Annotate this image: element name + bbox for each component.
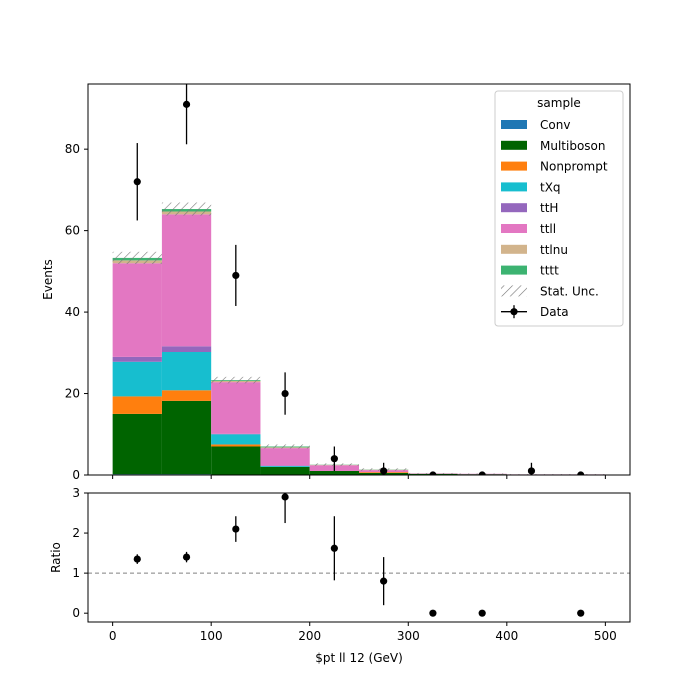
legend-label-tttt: tttt <box>540 264 559 278</box>
y-tick-label: 40 <box>65 305 80 319</box>
bar-ttll <box>161 214 212 347</box>
legend-label-ttll: ttll <box>540 222 556 236</box>
main-plot: 0 20 40 60 80 Events sample Conv Multiboson Nonpr… <box>41 83 631 482</box>
ratio-plot-body <box>88 493 630 617</box>
y-tick-label: 0 <box>72 468 80 482</box>
ratio-x-tick-label: 500 <box>594 629 617 643</box>
ratio-point <box>380 577 388 585</box>
bar-txq <box>211 434 261 445</box>
y-axis-label: Events <box>41 259 55 300</box>
bar-txq <box>260 466 310 467</box>
stat-unc-band <box>161 202 212 216</box>
bar-ttll <box>260 448 310 466</box>
ratio-point <box>429 609 437 617</box>
main-axes-frame <box>87 83 631 476</box>
bar-nonprompt <box>112 396 162 414</box>
legend-label-txq: tXq <box>540 180 561 194</box>
legend-swatch-tth <box>501 203 527 213</box>
y-tick-label: 80 <box>65 142 80 156</box>
ratio-point <box>133 555 141 563</box>
data-point <box>577 471 585 475</box>
y-tick-label: 60 <box>65 224 80 238</box>
legend-label-nonprompt: Nonprompt <box>540 160 608 174</box>
legend-title: sample <box>537 96 581 110</box>
legend-label-conv: Conv <box>540 118 570 132</box>
ratio-x-tick-label: 300 <box>397 629 420 643</box>
legend-swatch-ttll <box>501 224 527 233</box>
ratio-x-tick-label: 400 <box>495 629 518 643</box>
legend-label-stat-unc: Stat. Unc. <box>540 284 599 298</box>
legend-label-data: Data <box>540 305 569 319</box>
legend-swatch-stat-unc <box>501 285 527 297</box>
bar-multiboson <box>309 470 359 475</box>
legend-swatch-ttlnu <box>501 244 527 254</box>
ratio-y-tick-label: 1 <box>72 566 80 580</box>
ratio-x-tick-label: 100 <box>200 629 223 643</box>
data-point <box>133 178 141 186</box>
legend-swatch-nonprompt <box>501 161 527 171</box>
legend-label-tth: ttH <box>540 201 558 215</box>
ratio-point <box>330 544 338 552</box>
data-point <box>182 100 191 108</box>
ratio-y-axis-label: Ratio <box>49 542 63 573</box>
legend-label-multiboson: Multiboson <box>540 139 606 153</box>
ratio-point <box>232 525 240 533</box>
legend-swatch-multiboson <box>501 140 527 150</box>
data-point <box>527 467 536 475</box>
data-point <box>232 271 240 280</box>
main-plot-body <box>112 84 606 475</box>
x-axis-label: $pt ll 12 (GeV) <box>315 651 403 665</box>
ratio-y-tick-label: 0 <box>72 606 80 620</box>
bar-multiboson <box>260 466 310 475</box>
data-point <box>380 467 388 475</box>
bar-multiboson <box>112 413 162 475</box>
bar-txq <box>161 351 212 391</box>
ratio-y-tick-label: 2 <box>72 526 80 540</box>
legend-swatch-conv <box>501 120 527 129</box>
bar-ttll <box>112 263 162 357</box>
ratio-y-tick-label: 3 <box>72 486 80 500</box>
bar-nonprompt <box>211 444 261 447</box>
legend-swatch-tttt <box>501 265 527 275</box>
bar-multiboson <box>161 400 212 475</box>
bar-txq <box>112 361 162 397</box>
bar-tth <box>161 346 212 352</box>
ratio-point <box>577 609 585 617</box>
data-point <box>478 471 486 475</box>
stat-unc-band <box>112 251 162 265</box>
bar-multiboson <box>211 446 261 475</box>
ratio-x-tick-label: 0 <box>109 629 117 643</box>
data-point <box>281 389 289 398</box>
ratio-x-tick-label: 200 <box>298 629 321 643</box>
legend-label-ttlnu: ttlnu <box>540 243 568 257</box>
bar-nonprompt <box>161 390 212 401</box>
data-point <box>429 471 437 475</box>
legend-data-marker <box>510 308 518 316</box>
bar-ttll <box>211 382 261 434</box>
data-point <box>330 455 338 463</box>
ratio-point <box>478 609 486 617</box>
y-tick-label: 20 <box>65 387 80 401</box>
stat-unc-band <box>260 444 310 449</box>
bar-tth <box>112 356 162 362</box>
stat-unc-band <box>211 376 261 384</box>
ratio-plot: 0 1 2 3 0 100 200 300 400 500 Ratio $pt ll 12 (GeV) <box>49 486 631 665</box>
legend: sample Conv Multiboson Nonprompt tXq ttH ttll t… <box>494 90 624 327</box>
ratio-point <box>281 493 289 501</box>
ratio-point <box>182 553 191 561</box>
legend-swatch-txq <box>501 182 527 192</box>
ratio-axes-frame <box>87 492 631 623</box>
